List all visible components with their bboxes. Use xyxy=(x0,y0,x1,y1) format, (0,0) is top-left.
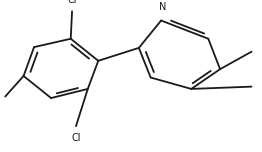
Text: Cl: Cl xyxy=(71,133,81,143)
Text: N: N xyxy=(159,2,166,12)
Text: Cl: Cl xyxy=(67,0,77,5)
